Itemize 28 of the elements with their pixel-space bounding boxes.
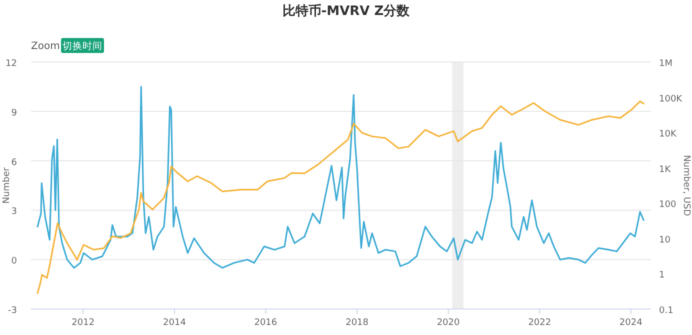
y2-tick-label: 1M [659, 59, 672, 69]
y2-tick-label: 1K [659, 164, 672, 175]
text: Zoom [31, 41, 60, 52]
line-series [36, 100, 644, 294]
y2-axis-title: Number, USD [681, 154, 691, 216]
x-tick-label: 2016 [254, 318, 278, 328]
x-tick-label: 2018 [346, 318, 369, 328]
y-tick-label: 6 [11, 158, 18, 168]
y-tick-label: 12 [6, 59, 17, 69]
x-tick-label: 2012 [72, 318, 95, 328]
x-tick-label: 2024 [619, 318, 643, 328]
line-series [36, 86, 644, 269]
x-tick-label: 2014 [163, 318, 186, 328]
y2-tick-label: 100 [659, 200, 676, 210]
x-tick-label: 2022 [528, 318, 552, 328]
y-tick-label: 9 [11, 108, 18, 118]
y-tick-label: 0 [11, 256, 18, 267]
time-toggle-button: 切换时间 [61, 38, 104, 53]
y2-tick-label: 0.1 [659, 306, 674, 316]
y-tick-label: -3 [8, 306, 17, 316]
x-tick-label: 2020 [436, 318, 460, 328]
chart-title: 比特币-MVRV Z分数 [282, 3, 411, 19]
y2-tick-label: 1 [659, 270, 665, 281]
y2-tick-label: 100K [659, 94, 684, 104]
y2-tick-label: 10 [659, 235, 671, 246]
y2-tick-label: 10K [659, 130, 678, 140]
y-axis-title: Number [2, 167, 12, 204]
y-tick-label: 3 [11, 207, 17, 218]
